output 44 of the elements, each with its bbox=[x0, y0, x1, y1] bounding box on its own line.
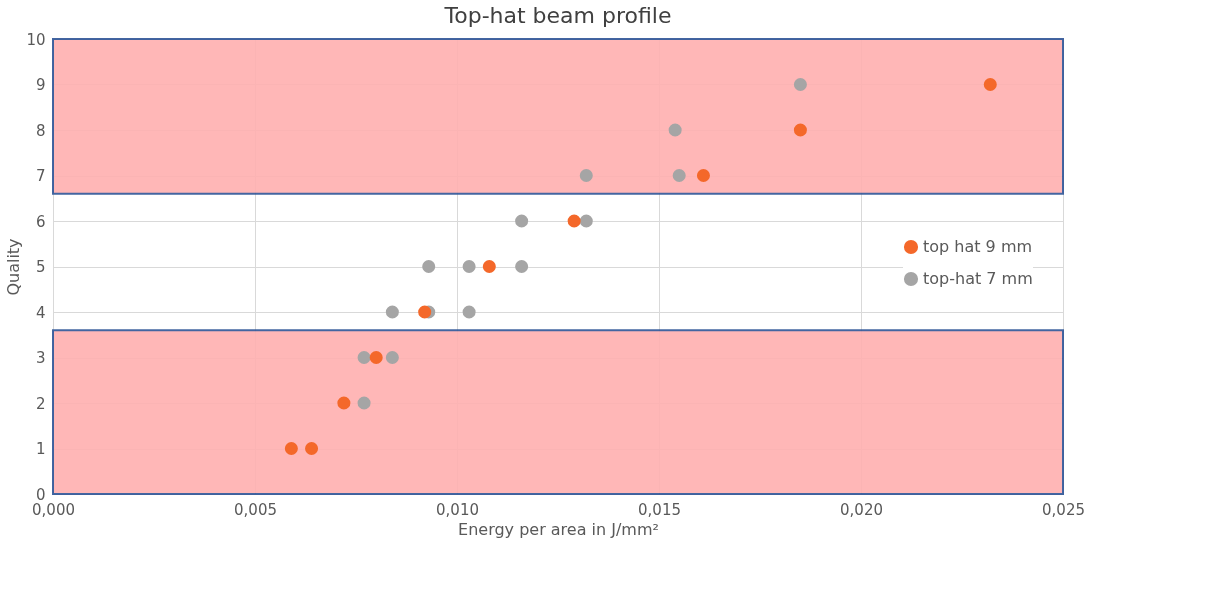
y-tick-label: 3 bbox=[35, 349, 46, 367]
x-tick-label: 0,015 bbox=[638, 500, 681, 519]
point bbox=[337, 396, 351, 410]
point bbox=[462, 259, 476, 274]
point bbox=[579, 214, 593, 228]
point bbox=[418, 305, 432, 319]
point bbox=[357, 396, 371, 410]
x-tick-label: 0,010 bbox=[436, 500, 479, 519]
chart-title: Top-hat beam profile bbox=[443, 3, 672, 28]
y-tick-label: 4 bbox=[35, 303, 46, 322]
point bbox=[567, 214, 581, 228]
point bbox=[793, 77, 807, 92]
y-tick-label: 1 bbox=[35, 440, 46, 458]
y-tick-label: 10 bbox=[26, 30, 46, 49]
x-tick-label: 0,020 bbox=[840, 500, 883, 519]
y-axis-title: Quality bbox=[4, 238, 24, 296]
y-tick-label: 7 bbox=[35, 167, 46, 185]
legend-label: top-hat 7 mm bbox=[923, 269, 1033, 288]
x-axis-title: Energy per area in J/mm² bbox=[458, 519, 659, 539]
point bbox=[385, 305, 399, 319]
x-tick-label: 0,005 bbox=[234, 500, 277, 519]
point bbox=[422, 259, 436, 274]
point bbox=[579, 168, 593, 183]
x-tick-label: 0,025 bbox=[1042, 500, 1085, 519]
point bbox=[515, 259, 529, 274]
point bbox=[305, 441, 319, 456]
point bbox=[357, 350, 371, 365]
y-tick-label: 9 bbox=[35, 76, 46, 94]
point bbox=[482, 259, 496, 274]
point bbox=[284, 441, 298, 456]
y-tick-label: 6 bbox=[35, 212, 46, 231]
legend-label: top hat 9 mm bbox=[923, 237, 1033, 256]
point bbox=[696, 168, 710, 183]
point bbox=[668, 123, 682, 137]
point bbox=[369, 350, 383, 365]
y-tick-label: 2 bbox=[35, 394, 46, 413]
point bbox=[462, 305, 476, 319]
point bbox=[672, 168, 686, 183]
point bbox=[983, 77, 997, 92]
point bbox=[793, 123, 807, 137]
point bbox=[385, 350, 399, 365]
y-tick-label: 5 bbox=[35, 258, 46, 276]
point bbox=[515, 214, 529, 228]
y-tick-label: 8 bbox=[35, 121, 46, 140]
